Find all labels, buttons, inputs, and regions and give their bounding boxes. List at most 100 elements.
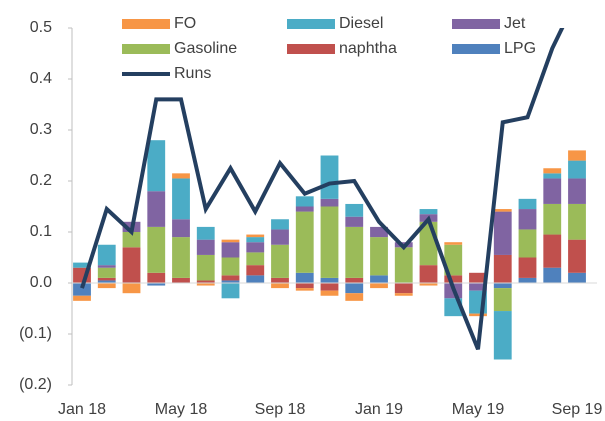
bar-segment	[147, 140, 166, 192]
bar-segment	[493, 288, 512, 312]
bar-segment	[469, 272, 487, 283]
bar-segment	[295, 283, 314, 289]
bar-segment	[172, 277, 190, 283]
bar-segment	[221, 242, 240, 258]
plot-area	[72, 28, 597, 360]
bar-segment	[221, 275, 240, 281]
legend-label: Diesel	[339, 15, 383, 32]
bar-segment	[320, 277, 339, 283]
legend-label: LPG	[504, 40, 536, 57]
bar-segment	[122, 247, 141, 283]
bar-segment	[320, 206, 339, 278]
legend-label: Gasoline	[174, 40, 237, 57]
y-tick-label: 0.2	[30, 172, 52, 189]
legend-swatch	[452, 44, 500, 54]
bar-segment	[97, 265, 116, 268]
bar-segment	[568, 160, 586, 179]
bar-segment	[419, 283, 438, 286]
bar-segment	[543, 173, 562, 179]
y-tick-label: 0.5	[30, 19, 52, 36]
bar-segment	[295, 206, 314, 212]
bar-segment	[394, 293, 413, 296]
bar-segment	[295, 272, 314, 283]
bar-segment	[172, 219, 190, 238]
bar-segment	[543, 267, 562, 283]
legend-swatch	[287, 44, 335, 54]
bar-segment	[370, 283, 388, 289]
bar-segment	[221, 280, 240, 283]
bar-segment	[221, 283, 240, 299]
bar-segment	[543, 168, 562, 174]
bar-segment	[419, 209, 438, 215]
bar-segment	[419, 265, 438, 283]
bar-segment	[345, 226, 364, 278]
x-tick-label: May 18	[155, 401, 208, 418]
bar-segment	[568, 150, 586, 161]
bar-segment	[370, 237, 388, 276]
bar-segment	[97, 283, 116, 289]
bar-segment	[394, 247, 413, 283]
y-tick-label: 0.4	[30, 70, 52, 87]
y-tick-label: 0.0	[30, 274, 52, 291]
bar-segment	[271, 219, 289, 230]
bar-segment	[345, 283, 364, 294]
bar-segment	[444, 275, 463, 283]
bar-segment	[469, 283, 487, 291]
bar-segment	[345, 203, 364, 217]
bar-segment	[172, 237, 190, 278]
y-tick-label: (0.2)	[19, 376, 52, 393]
bar-segment	[518, 198, 537, 210]
bar-segment	[394, 283, 413, 294]
bar-segment	[493, 254, 512, 283]
bar-segment	[345, 277, 364, 283]
bar-segment	[246, 265, 265, 276]
bar-segment	[73, 283, 91, 296]
bar-segment	[73, 295, 91, 301]
bar-segment	[370, 275, 388, 283]
legend-swatch	[287, 19, 335, 29]
bar-segment	[543, 178, 562, 204]
bar-segment	[196, 226, 215, 240]
bar-segment	[469, 313, 487, 317]
bar-segment	[97, 244, 116, 266]
bar-segment	[122, 232, 141, 248]
bar-segment	[518, 277, 537, 283]
x-tick-label: May 19	[452, 401, 505, 418]
bar-segment	[543, 234, 562, 268]
bar-segment	[196, 239, 215, 255]
bar-segment	[568, 239, 586, 273]
bar-segment	[518, 229, 537, 258]
bar-segment	[295, 196, 314, 207]
bar-segment	[172, 178, 190, 220]
y-tick-label: 0.3	[30, 121, 52, 138]
y-tick-label: 0.1	[30, 223, 52, 240]
x-tick-label: Jan 19	[355, 401, 403, 418]
legend-label: FO	[174, 15, 196, 32]
bar-segment	[444, 244, 463, 276]
line-series	[80, 28, 565, 351]
bar-segment	[444, 242, 463, 245]
legend-label: Jet	[504, 15, 526, 32]
bar-segment	[320, 283, 339, 291]
bar-segment	[246, 237, 265, 243]
bar-segment	[493, 311, 512, 360]
bar-segment	[147, 226, 166, 273]
y-tick-label: (0.1)	[19, 325, 52, 342]
bar-segment	[97, 280, 116, 283]
x-tick-label: Sep 19	[552, 401, 603, 418]
bar-segment	[147, 191, 166, 227]
bar-segment	[493, 211, 512, 255]
bar-segment	[271, 244, 289, 278]
bar-segment	[493, 209, 512, 212]
bar-segment	[370, 226, 388, 238]
bar-segment	[172, 173, 190, 179]
bar-segment	[271, 277, 289, 283]
bar-segment	[320, 198, 339, 207]
legend-swatch	[122, 44, 170, 54]
bar-segment	[196, 280, 215, 283]
bar-segment	[246, 252, 265, 266]
bar-segment	[73, 262, 91, 268]
bar-segment	[196, 283, 215, 286]
legend-swatch	[452, 19, 500, 29]
